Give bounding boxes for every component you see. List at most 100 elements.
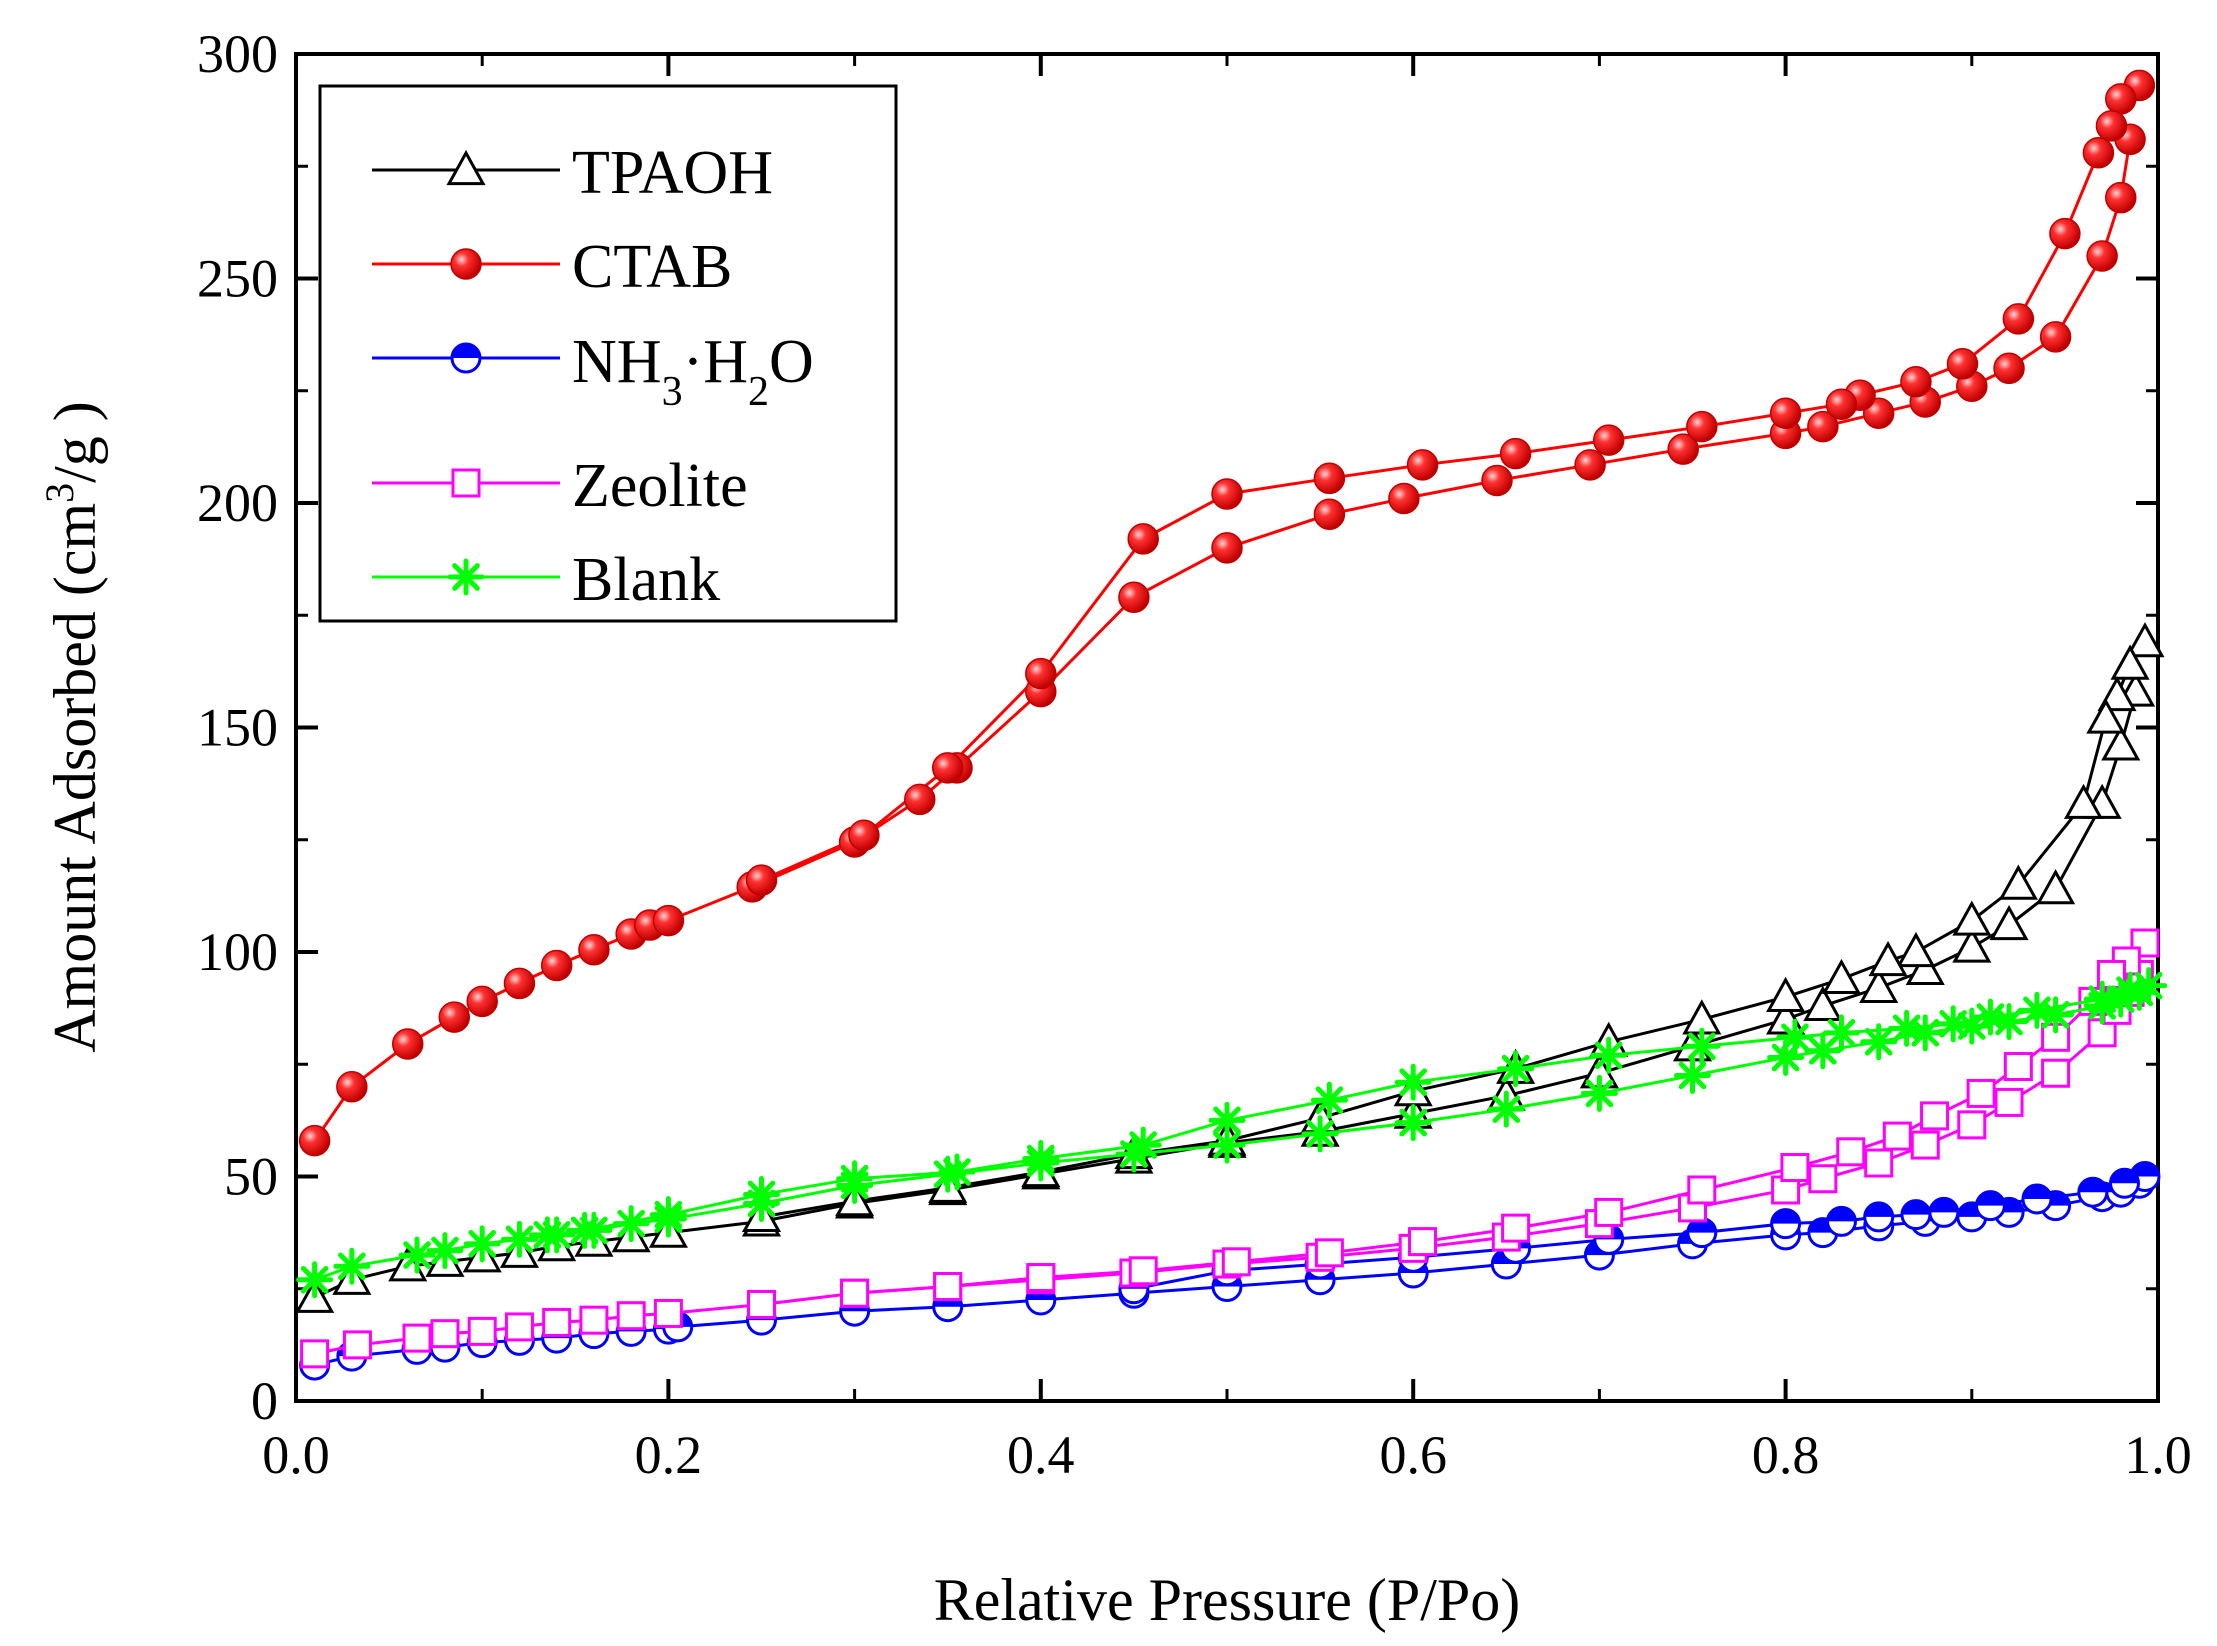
data-point [747,1289,776,1319]
data-point [1408,1227,1438,1257]
data-point [1211,532,1243,564]
y-tick-label: 0 [251,1371,278,1431]
data-point [1481,464,1513,497]
data-point [1905,949,1945,986]
data-point [1127,523,1159,555]
data-point [652,904,685,937]
data-point [1124,1126,1162,1164]
data-point [1769,397,1802,429]
data-point [1868,940,1908,977]
data-point [1487,1090,1525,1128]
series-1 [298,69,2156,1157]
data-point [1687,1175,1717,1205]
data-point [931,752,964,784]
legend-label-ctab: CTAB [572,233,732,301]
data-point [1221,1247,1251,1277]
data-point [528,1216,566,1254]
data-point [1807,410,1839,443]
data-point [1825,388,1858,420]
data-point [2049,217,2081,250]
data-point [1686,1217,1718,1249]
data-point [500,1220,538,1258]
data-point [1580,1074,1618,1112]
data-point [1683,1027,1721,1065]
data-point [1971,998,2009,1036]
data-point [579,1305,609,1335]
data-point [426,1232,464,1270]
data-point [2101,725,2141,761]
data-point [2086,698,2126,734]
data-point [1864,1148,1894,1178]
data-point [2105,181,2137,214]
x-tick-label: 0.4 [1007,1425,1075,1485]
data-point [1882,1121,1912,1151]
data-point [1686,410,1718,443]
data-point [1211,478,1243,510]
data-point [1208,1126,1246,1164]
y-tick-label: 150 [197,698,278,758]
data-point [1208,1101,1246,1139]
data-point [1934,1005,1972,1043]
legend-label-blank: Blank [572,546,720,614]
x-axis-title: Relative Pressure (P/Po) [934,1567,1521,1633]
data-point [1836,1137,1866,1167]
data-point [653,1298,683,1328]
data-point [2021,1183,2053,1215]
data-point [391,1028,424,1060]
series-line-desorption [761,641,2147,1219]
data-point [1314,1238,1344,1268]
data-point [504,1312,534,1342]
data-point [1920,1101,1950,1131]
y-axis-title: Amount Adsorbed (cm3/g ) [37,401,109,1053]
legend-markers [372,149,560,596]
data-point [1822,1014,1860,1052]
data-point [1859,967,1899,1004]
data-point [1594,1197,1624,1227]
data-point [1928,1196,1960,1228]
legend-marker [447,558,485,596]
legend-marker [450,342,482,374]
data-point [578,934,610,966]
data-point [1946,348,1979,380]
legend-marker [450,248,482,280]
data-point [1128,1256,1158,1286]
series-3 [300,928,2160,1369]
legend-label-nh3h2o: NH3·H2O [572,328,814,415]
data-point [463,1225,501,1263]
data-point [1821,958,1862,995]
data-point [1394,1104,1432,1142]
legend-marker [451,468,481,498]
data-point [2039,321,2072,353]
series-line-adsorption [313,691,2138,1300]
legend-box [318,84,898,623]
data-point [1118,581,1150,614]
data-point [2018,991,2056,1029]
data-point [1574,449,1606,481]
data-point [904,783,936,816]
data-point [848,819,880,852]
data-point [1766,976,1806,1012]
data-point [1957,1110,1987,1140]
series-layer [295,69,2168,1381]
data-point [1808,1164,1838,1194]
data-point [1993,352,2025,385]
legend-label-tpaoh: TPAOH [572,139,773,207]
data-point [1900,1199,1932,1231]
data-point [1406,449,1439,481]
data-point [1026,1263,1056,1293]
data-point [1998,864,2038,900]
data-point [2063,783,2104,819]
legend: TPAOH CTAB NH3·H2O Zeolite Blank [318,84,898,623]
data-point [333,1247,371,1285]
data-point [1501,1213,1531,1243]
data-point [1776,1018,1814,1056]
data-point [467,1316,497,1346]
data-point [1825,1205,1857,1237]
data-point [1863,1201,1895,1233]
x-tick-label: 1.0 [2124,1425,2192,1485]
data-point [2110,644,2150,680]
data-point [296,1261,334,1299]
data-point [402,1323,432,1353]
